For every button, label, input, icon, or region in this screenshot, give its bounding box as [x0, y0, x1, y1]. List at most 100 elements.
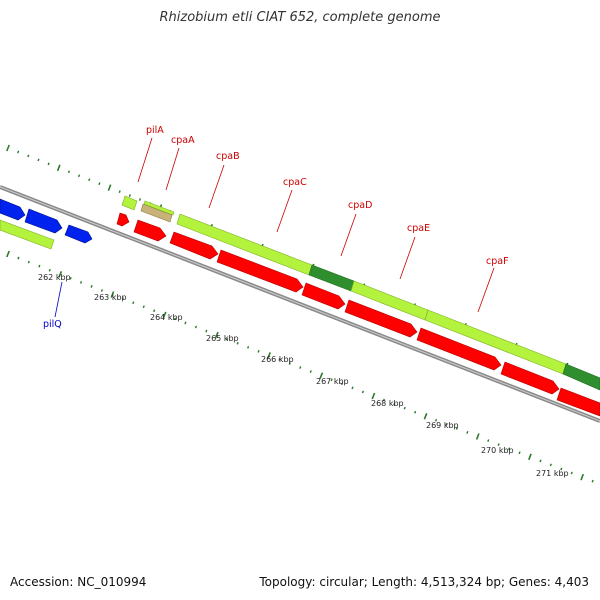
kbp-label-266: 266 kbp — [261, 355, 294, 364]
inner-tick-minor — [309, 370, 312, 373]
inner-tick-minor — [518, 451, 521, 455]
gene-arrow-cpaB[interactable] — [169, 231, 219, 260]
outer-tick-minor — [77, 174, 81, 178]
gene-arrow-next-2[interactable] — [556, 387, 600, 417]
gene-callout-lines — [54, 137, 495, 318]
inner-tick-minor — [560, 467, 563, 471]
inner-tick-major — [528, 453, 532, 461]
inner-tick-minor — [100, 289, 104, 292]
gene-feature-cpaA-top[interactable] — [143, 200, 175, 216]
inner-tick-minor — [570, 471, 573, 475]
inner-tick-minor — [340, 382, 344, 386]
inner-tick-minor — [361, 390, 365, 394]
inner-tick-minor — [48, 268, 51, 272]
kbp-scale-labels: 262 kbp 263 kbp 264 kbp 265 kbp 266 kbp … — [38, 273, 569, 478]
inner-tick-minor — [226, 337, 229, 341]
gene-feature-left-green[interactable] — [0, 219, 55, 250]
inner-tick-minor — [184, 321, 187, 325]
outer-tick-minor — [67, 170, 71, 174]
inner-tick-major — [319, 372, 324, 379]
reverse-strand-track — [116, 212, 600, 417]
gene-arrow-small-red[interactable] — [116, 212, 130, 227]
inner-tick-minor — [403, 406, 406, 410]
gene-arrow-pilQ[interactable] — [64, 224, 93, 244]
outer-tick-minor — [47, 162, 50, 166]
outer-tick-major — [6, 144, 10, 152]
inner-tick-minor — [288, 362, 291, 365]
gene-feature-pilA[interactable] — [121, 195, 138, 211]
gene-label-pilA: pilA — [146, 125, 164, 136]
inner-tick-minor — [278, 358, 281, 361]
inner-tick-major — [6, 250, 10, 258]
kbp-label-267: 267 kbp — [316, 377, 349, 386]
inner-tick-minor — [414, 410, 417, 414]
gene-arrow-blue-2[interactable] — [24, 208, 63, 234]
gene-label-cpaC: cpaC — [283, 177, 307, 188]
kbp-label-264: 264 kbp — [150, 313, 183, 322]
gene-feature-tan[interactable] — [140, 203, 173, 223]
inner-tick-minor — [173, 317, 177, 321]
inner-tick-minor — [79, 281, 83, 284]
outer-tick-minor — [37, 158, 40, 162]
gene-arrow-cpaC[interactable] — [216, 249, 304, 293]
inner-tick-minor — [132, 301, 135, 305]
topology-label: Topology: circular; Length: 4,513,324 bp… — [259, 575, 589, 589]
inner-tick-major — [267, 352, 271, 359]
outer-tick-minor — [17, 150, 20, 154]
outer-tick-major — [56, 164, 61, 172]
gene-arrow-cpaA[interactable] — [133, 219, 167, 242]
inner-tick-minor — [434, 418, 438, 422]
inner-tick-major — [423, 413, 428, 420]
forward-strand-track — [0, 195, 600, 391]
inner-tick-minor — [539, 459, 542, 463]
gene-arrow-cpaE[interactable] — [344, 299, 418, 338]
inner-tick-minor — [591, 479, 594, 483]
inner-tick-minor — [445, 422, 448, 426]
gene-arrow-next-1[interactable] — [500, 361, 560, 395]
outer-tick-minor — [118, 190, 121, 193]
inner-tick-major — [580, 473, 585, 481]
gene-arrow-cpaF[interactable] — [416, 327, 502, 371]
inner-tick-minor — [299, 366, 302, 369]
kbp-label-262: 262 kbp — [38, 273, 71, 282]
kbp-label-263: 263 kbp — [94, 293, 127, 302]
outer-tick-minor — [98, 182, 101, 186]
inner-tick-minor — [487, 439, 490, 442]
genome-title: Rhizobium etli CIAT 652, complete genome — [159, 10, 441, 25]
gene-label-cpaD: cpaD — [348, 200, 372, 211]
gene-label-cpaB: cpaB — [216, 151, 240, 162]
outer-tick-minor — [88, 178, 91, 182]
inner-tick-minor — [549, 463, 552, 467]
outer-tick-minor — [128, 194, 131, 197]
gene-labels: pilA cpaA cpaB cpaC cpaD cpaE cpaF pilQ — [43, 125, 509, 330]
inner-tick-minor — [382, 398, 385, 402]
inner-tick-minor — [17, 256, 20, 260]
inner-tick-minor — [508, 447, 511, 451]
gene-label-cpaA: cpaA — [171, 135, 195, 146]
inner-tick-minor — [153, 309, 156, 313]
inner-tick-minor — [194, 325, 198, 329]
inner-tick-minor — [27, 260, 30, 264]
inner-tick-major — [371, 392, 376, 400]
accession-label: Accession: NC_010994 — [10, 575, 147, 589]
inner-tick-major — [214, 331, 219, 339]
gene-label-cpaF: cpaF — [486, 256, 509, 267]
gene-arrow-blue-1[interactable] — [0, 198, 26, 221]
inner-tick-minor — [90, 285, 93, 288]
inner-tick-major — [162, 311, 167, 319]
inner-tick-minor — [257, 349, 260, 353]
outer-tick-minor — [27, 154, 30, 158]
inner-tick-minor — [205, 329, 208, 333]
gene-label-cpaE: cpaE — [407, 223, 430, 234]
inner-tick-major — [110, 291, 115, 298]
blue-gene-track — [0, 198, 93, 244]
inner-tick-minor — [236, 341, 239, 345]
inner-tick-minor — [466, 431, 469, 434]
inner-tick-minor — [247, 345, 250, 349]
gene-arrow-cpaD[interactable] — [301, 282, 346, 310]
inner-tick-ring — [6, 250, 594, 483]
kbp-label-271: 271 kbp — [536, 469, 569, 478]
gene-feature-dark-right[interactable] — [562, 363, 600, 391]
